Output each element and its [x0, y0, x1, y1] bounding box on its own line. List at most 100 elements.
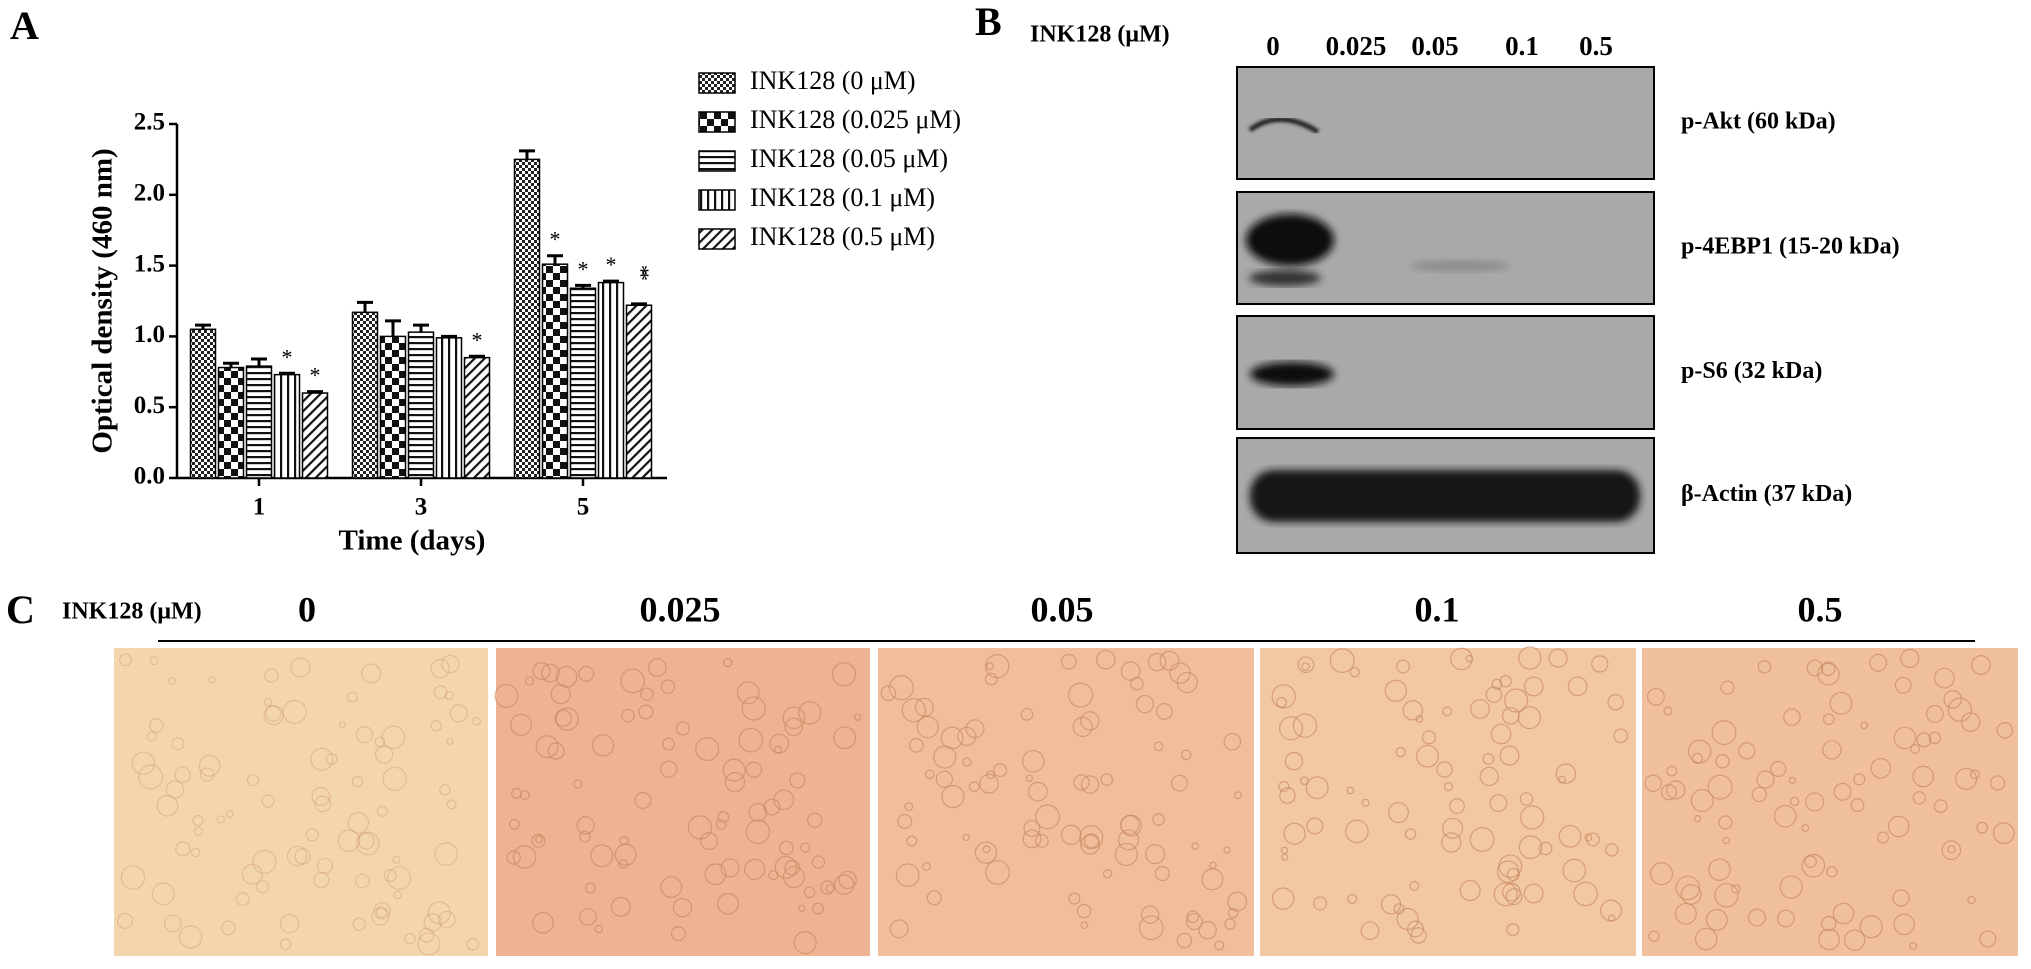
cell: [1223, 846, 1231, 854]
cell: [192, 814, 204, 827]
cell: [1562, 858, 1587, 883]
cell: [1805, 792, 1825, 812]
cell: [466, 937, 480, 951]
cell: [263, 697, 273, 707]
cell: [404, 932, 416, 945]
cell: [376, 805, 388, 817]
micrographs: INK128 (μM) 0 0.025 0.05 0.1 0.5: [62, 589, 2018, 956]
cell: [803, 886, 816, 899]
cell: [1278, 716, 1304, 741]
cell: [1783, 708, 1801, 726]
cell: [1666, 765, 1678, 777]
cell: [1943, 690, 1963, 709]
cell: [1967, 895, 1976, 905]
cell: [1970, 769, 1980, 780]
x-tick-label: 5: [577, 494, 590, 521]
cell: [449, 704, 468, 723]
cell: [1384, 679, 1407, 702]
cell: [675, 721, 690, 736]
legend-label: INK128 (0.025 μM): [750, 105, 961, 134]
cell: [793, 931, 817, 955]
cell: [381, 725, 406, 750]
cell: [1156, 703, 1173, 720]
cell: [1691, 752, 1703, 764]
cell: [1223, 732, 1242, 751]
cell: [1693, 814, 1702, 823]
cell: [355, 831, 380, 856]
significance: *: [550, 227, 561, 252]
cell: [316, 857, 333, 874]
x-tick-label: 3: [415, 494, 428, 521]
cell: [1947, 697, 1973, 722]
cell: [974, 841, 998, 864]
cell: [216, 815, 225, 824]
cell: [438, 910, 456, 929]
cell: [914, 697, 934, 717]
cell: [1396, 659, 1411, 674]
cell: [660, 876, 683, 899]
cell: [1523, 883, 1544, 904]
cell: [1021, 749, 1045, 773]
cell: [1757, 660, 1772, 674]
cell: [374, 745, 394, 764]
bar: [273, 373, 301, 479]
cell: [1756, 770, 1775, 789]
cell: [382, 766, 407, 792]
cell: [1479, 766, 1499, 787]
cell: [638, 704, 654, 720]
cell: [1506, 923, 1520, 937]
cell: [1499, 745, 1520, 766]
cell: [149, 656, 159, 666]
cell: [494, 684, 519, 708]
cell: [1826, 866, 1838, 878]
dose-label: 0: [1266, 31, 1280, 61]
cell: [704, 863, 727, 886]
cell: [1801, 824, 1810, 832]
bar: [435, 337, 463, 479]
cell: [1209, 861, 1217, 870]
cell: [156, 794, 179, 817]
cell: [1770, 760, 1787, 778]
cell: [165, 780, 185, 799]
cell: [1152, 813, 1165, 826]
cell: [347, 691, 358, 703]
cell: [1191, 842, 1199, 850]
cell: [1416, 744, 1439, 768]
cell: [715, 819, 727, 830]
cell: [519, 790, 530, 801]
cell: [1801, 853, 1826, 878]
cell: [1558, 775, 1566, 784]
bar: [569, 287, 597, 479]
cell: [1224, 918, 1236, 930]
cell: [1933, 667, 1955, 689]
cell: [347, 811, 370, 834]
cell: [1585, 832, 1600, 847]
cell: [547, 742, 565, 760]
cell: [922, 862, 931, 871]
bar: [301, 392, 329, 479]
cell: [1449, 798, 1465, 814]
cell: [198, 754, 221, 777]
significance: *: [472, 327, 483, 352]
dose-label: 0.05: [1411, 31, 1458, 61]
bar: [379, 335, 407, 479]
cell: [1731, 884, 1741, 894]
cell: [1893, 726, 1917, 750]
cell: [1076, 903, 1092, 919]
error-bar: [357, 300, 373, 313]
cell: [1705, 908, 1728, 931]
cell: [1402, 700, 1424, 721]
dose-label: 0.1: [1415, 589, 1460, 629]
legend-swatch: [698, 228, 736, 250]
bar: [513, 158, 541, 479]
cell: [279, 938, 292, 951]
cell: [439, 784, 451, 796]
cell: [168, 677, 177, 686]
cell: [417, 932, 441, 956]
cell: [957, 726, 977, 746]
error-bar: [469, 354, 485, 358]
cell: [310, 747, 334, 771]
cell: [1186, 910, 1200, 924]
cell: [1436, 761, 1453, 778]
